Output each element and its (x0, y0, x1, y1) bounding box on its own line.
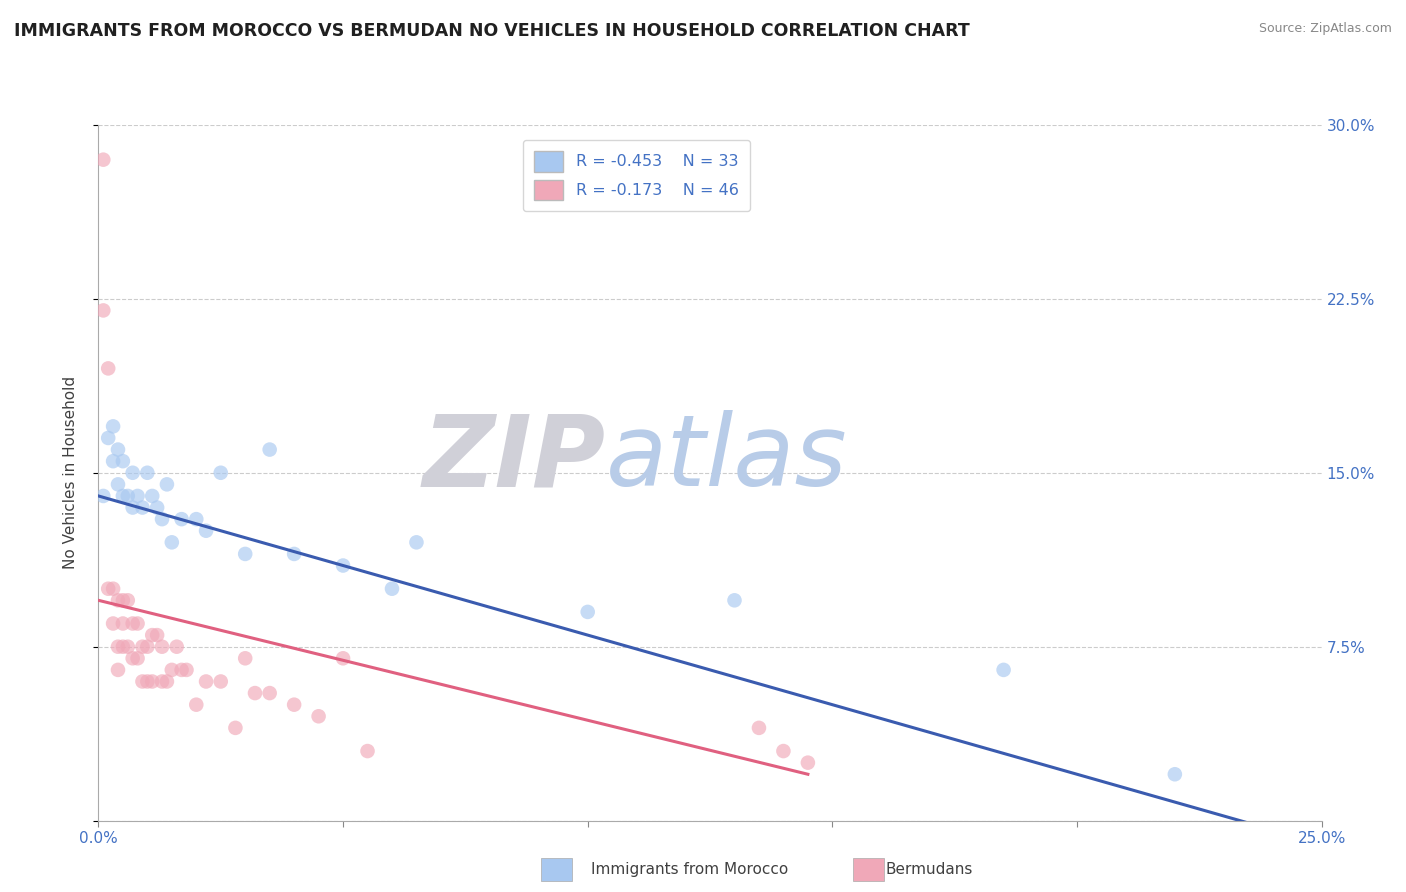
Point (259, 442, 281, 457)
Point (127, 651, 149, 665)
Point (121, 500, 143, 515)
Point (136, 640, 159, 654)
Point (127, 489, 149, 503)
Point (136, 466, 159, 480)
Point (107, 663, 129, 677)
Point (332, 651, 354, 665)
Point (283, 547, 305, 561)
Point (772, 744, 794, 758)
Point (195, 674, 218, 689)
Point (107, 442, 129, 457)
Legend: R = -0.453    N = 33, R = -0.173    N = 46: R = -0.453 N = 33, R = -0.173 N = 46 (523, 140, 749, 211)
Point (576, 605, 599, 619)
Point (209, 674, 232, 689)
Point (127, 616, 149, 631)
Point (176, 663, 198, 677)
Point (117, 489, 139, 503)
Point (121, 466, 143, 480)
Point (117, 640, 139, 654)
Point (233, 547, 256, 561)
Point (381, 582, 404, 596)
Point (186, 512, 208, 526)
Point (170, 663, 193, 677)
Point (356, 744, 378, 758)
Point (101, 454, 124, 468)
Point (97, 582, 120, 596)
Point (150, 674, 173, 689)
Text: Source: ZipAtlas.com: Source: ZipAtlas.com (1258, 22, 1392, 36)
Point (121, 651, 143, 665)
Point (131, 500, 153, 515)
Point (1164, 767, 1187, 781)
Point (224, 721, 246, 735)
Point (723, 593, 745, 607)
Point (101, 419, 124, 434)
Point (283, 698, 305, 712)
Text: IMMIGRANTS FROM MOROCCO VS BERMUDAN NO VEHICLES IN HOUSEHOLD CORRELATION CHART: IMMIGRANTS FROM MOROCCO VS BERMUDAN NO V… (14, 22, 970, 40)
Point (101, 582, 124, 596)
Point (107, 593, 129, 607)
Point (209, 466, 232, 480)
Point (141, 674, 163, 689)
Point (243, 686, 266, 700)
Point (136, 674, 159, 689)
Point (146, 500, 169, 515)
Point (107, 640, 129, 654)
Point (993, 663, 1015, 677)
Point (131, 640, 153, 654)
Point (91, 489, 114, 503)
Point (146, 628, 169, 642)
Point (121, 616, 143, 631)
Point (150, 512, 173, 526)
Point (332, 558, 354, 573)
Point (111, 640, 134, 654)
Point (101, 616, 124, 631)
Point (170, 512, 193, 526)
Point (405, 535, 427, 549)
Point (131, 674, 153, 689)
Y-axis label: No Vehicles in Household: No Vehicles in Household (63, 376, 77, 569)
Point (111, 616, 134, 631)
Point (160, 663, 183, 677)
Point (156, 674, 179, 689)
Point (259, 686, 281, 700)
Point (186, 698, 208, 712)
Point (308, 709, 330, 723)
Point (160, 535, 183, 549)
Point (97, 431, 120, 445)
Point (233, 651, 256, 665)
Text: ZIP: ZIP (423, 410, 606, 508)
Point (91, 153, 114, 167)
Point (111, 489, 134, 503)
Point (111, 593, 134, 607)
Point (195, 524, 218, 538)
Point (166, 640, 188, 654)
Point (97, 361, 120, 376)
Point (797, 756, 820, 770)
Text: Bermudans: Bermudans (886, 863, 973, 877)
Point (117, 593, 139, 607)
Point (111, 454, 134, 468)
Point (141, 628, 163, 642)
Point (748, 721, 770, 735)
Text: Immigrants from Morocco: Immigrants from Morocco (591, 863, 787, 877)
Point (150, 640, 173, 654)
Point (141, 489, 163, 503)
Text: atlas: atlas (606, 410, 848, 508)
Point (156, 477, 179, 491)
Point (91, 303, 114, 318)
Point (107, 477, 129, 491)
